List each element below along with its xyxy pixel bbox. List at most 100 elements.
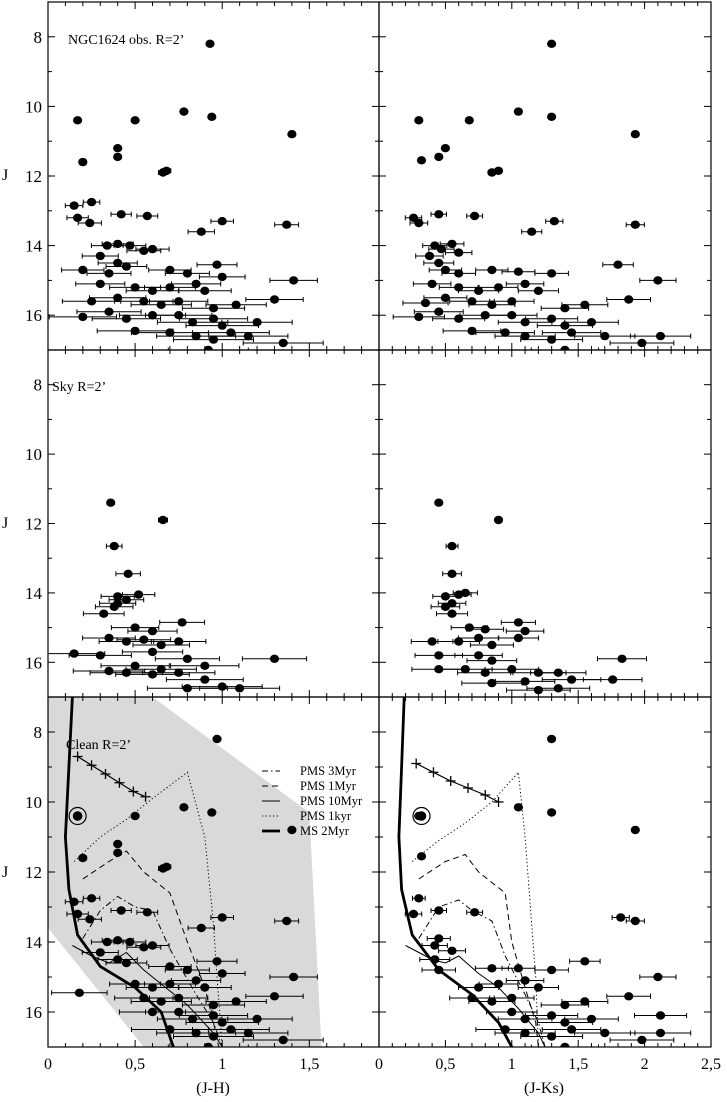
star-point — [434, 258, 444, 268]
star-point — [87, 197, 97, 207]
star-point — [440, 293, 450, 302]
star-point — [95, 948, 105, 957]
star-point — [217, 272, 227, 282]
points-top-right — [392, 39, 692, 350]
cross-mark — [114, 777, 125, 788]
star-point — [630, 130, 640, 139]
curves-bottom-left — [63, 697, 223, 1047]
cross-mark — [140, 791, 151, 802]
star-point — [460, 665, 470, 674]
star-point — [547, 269, 557, 278]
star-point — [217, 321, 227, 330]
star-point — [95, 251, 105, 261]
star-point — [467, 297, 477, 306]
highlighted-star — [72, 811, 83, 821]
star-point — [424, 251, 435, 261]
star-point — [547, 112, 557, 122]
y-tick-label: 12 — [25, 167, 42, 186]
star-point — [408, 909, 419, 919]
star-point — [500, 1025, 510, 1034]
star-point — [500, 328, 510, 337]
star-point — [87, 297, 97, 306]
star-point — [104, 269, 114, 278]
star-point — [474, 983, 484, 992]
star-point — [547, 965, 557, 975]
star-point — [113, 258, 123, 268]
star-point — [513, 633, 524, 643]
legend-label-pms-3myr: PMS 3Myr — [300, 764, 357, 778]
cross-mark — [493, 797, 504, 807]
star-point — [520, 1028, 530, 1038]
x-tick-label: 0,5 — [435, 1056, 455, 1073]
star-point — [73, 116, 83, 125]
star-point — [177, 618, 187, 627]
star-point — [269, 295, 280, 304]
star-point — [147, 670, 158, 679]
star-point — [200, 661, 210, 670]
y-tick-label: 12 — [25, 863, 42, 882]
star-point — [454, 269, 464, 278]
cross-mark — [480, 790, 491, 800]
star-point — [69, 897, 79, 906]
legend-label-pms-1myr: PMS 1Myr — [300, 779, 357, 793]
star-point — [174, 1007, 184, 1017]
star-point — [653, 276, 663, 285]
star-point — [493, 283, 504, 292]
star-point — [547, 314, 557, 323]
cross-mark — [428, 767, 439, 778]
star-point — [74, 988, 84, 997]
x-tick-label: 1 — [508, 1056, 516, 1073]
error-bar — [167, 1044, 249, 1047]
star-point — [549, 217, 559, 226]
star-point — [507, 297, 517, 306]
x-tick-label: 2,5 — [701, 1056, 721, 1073]
cross-mark — [445, 776, 456, 786]
error-bar — [530, 347, 599, 350]
legend-label-pms-10myr: PMS 10Myr — [300, 794, 363, 808]
star-point — [630, 220, 640, 229]
star-point — [513, 964, 524, 973]
star-point — [507, 311, 517, 320]
star-point — [487, 265, 497, 275]
star-point — [533, 685, 544, 695]
star-point — [85, 218, 95, 228]
star-point — [104, 633, 114, 643]
star-point — [125, 937, 135, 947]
y-axis-label-bottom: J — [2, 864, 8, 881]
star-point — [600, 331, 610, 341]
star-point — [231, 300, 241, 309]
star-point — [533, 983, 544, 992]
star-point — [560, 1000, 570, 1010]
star-point — [434, 965, 444, 975]
star-point — [156, 665, 166, 674]
star-point — [630, 825, 640, 835]
star-point — [474, 286, 484, 295]
x-tick-label: 1 — [218, 1056, 226, 1073]
star-point — [487, 656, 497, 665]
panel-label-middle: Sky R=2’ — [52, 380, 106, 395]
y-tick-label: 12 — [25, 515, 42, 534]
star-point — [165, 265, 175, 275]
star-point — [104, 666, 114, 676]
cross-mark — [128, 786, 139, 797]
star-point — [130, 811, 140, 821]
star-point — [430, 941, 440, 950]
star-point — [567, 328, 577, 337]
star-point — [655, 331, 666, 341]
star-point — [560, 321, 570, 330]
star-point — [520, 331, 530, 341]
frame-middle-left — [47, 349, 380, 698]
star-point — [130, 661, 140, 670]
star-point — [547, 39, 557, 48]
star-point — [454, 637, 464, 646]
highlighted-star-ring — [412, 806, 431, 826]
star-point — [470, 908, 480, 917]
star-point — [624, 992, 634, 1001]
cross-mark — [72, 751, 83, 762]
data-points-layer — [48, 39, 692, 1047]
star-point — [464, 116, 474, 125]
star-point — [600, 1028, 610, 1038]
star-point — [547, 1032, 557, 1041]
star-point — [447, 541, 457, 551]
